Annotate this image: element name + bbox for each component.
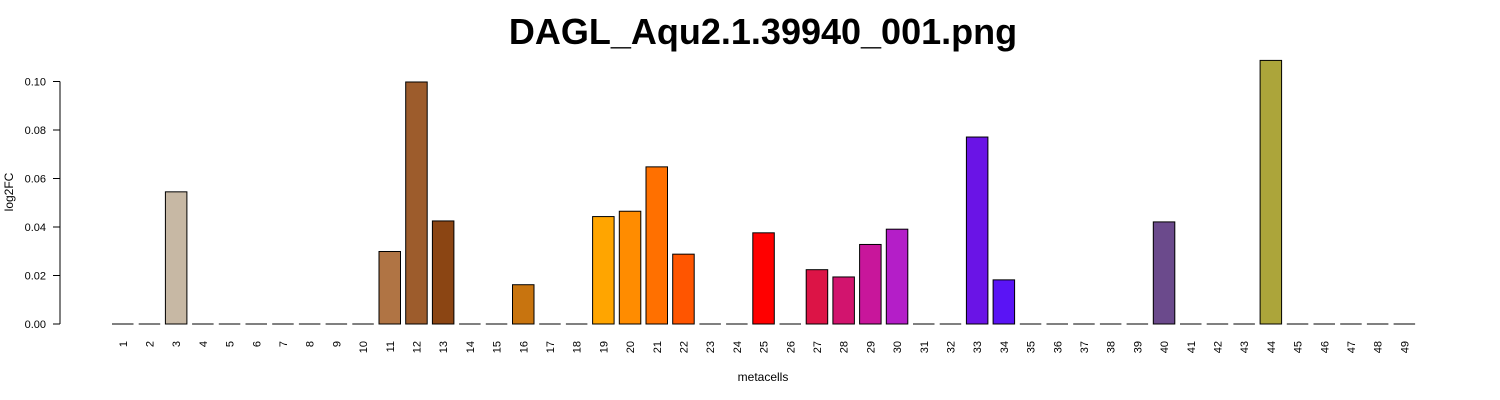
x-tick-label: 29 — [865, 341, 877, 353]
x-tick-label: 35 — [1026, 341, 1038, 353]
bar — [405, 81, 428, 325]
y-tick-label: 0.00 — [25, 319, 46, 331]
x-axis-label: metacells — [738, 370, 789, 384]
x-tick-label: 23 — [705, 341, 717, 353]
x-tick-label: 7 — [278, 341, 290, 347]
x-tick-label: 42 — [1212, 341, 1224, 353]
x-tick-label: 28 — [839, 341, 851, 353]
y-tick-label: 0.06 — [25, 174, 46, 186]
bar — [805, 269, 829, 325]
x-tick-label: 16 — [518, 341, 530, 353]
x-tick-label: 39 — [1132, 341, 1144, 353]
bar — [859, 243, 882, 325]
bar — [512, 284, 535, 325]
x-tick-label: 20 — [625, 341, 637, 353]
y-axis: 0.00 0.02 0.04 0.06 0.08 0.10 — [25, 77, 61, 331]
x-tick-label: 41 — [1186, 341, 1198, 353]
x-tick-label: 25 — [759, 341, 771, 353]
x-tick-label: 34 — [999, 341, 1011, 353]
x-tick-label: 21 — [652, 341, 664, 353]
bar — [672, 253, 695, 325]
x-tick-label: 13 — [438, 341, 450, 353]
x-tick-label: 32 — [945, 341, 957, 353]
x-tick-label: 17 — [545, 341, 557, 353]
x-tick-label: 49 — [1399, 341, 1411, 353]
x-tick-label: 33 — [972, 341, 984, 353]
x-tick-label: 22 — [678, 341, 690, 353]
x-tick-label: 30 — [892, 341, 904, 353]
x-tick-label: 2 — [144, 341, 156, 347]
bar — [992, 279, 1016, 325]
x-tick-label: 9 — [331, 341, 343, 347]
x-tick-label: 24 — [732, 341, 744, 353]
x-tick-label: 27 — [812, 341, 824, 353]
x-tick-label: 26 — [785, 341, 797, 353]
chart-title: DAGL_Aqu2.1.39940_001.png — [509, 11, 1017, 52]
x-tick-label: 11 — [385, 341, 397, 352]
x-tick-label: 10 — [358, 341, 370, 353]
x-tick-label: 48 — [1373, 341, 1385, 353]
x-tick-label: 4 — [198, 341, 210, 347]
x-tick-label: 44 — [1266, 341, 1278, 353]
x-tick-label: 3 — [171, 341, 183, 347]
bar — [164, 191, 188, 325]
x-tick-label: 43 — [1239, 341, 1251, 353]
x-tick-label: 5 — [225, 341, 237, 347]
bar — [1152, 221, 1176, 325]
bar — [645, 166, 668, 325]
bar — [431, 220, 455, 325]
x-tick-label: 18 — [572, 341, 584, 353]
x-tick-labels: 1 2 3 4 5 6 7 8 9 10 11 12 13 14 15 16 17 18 19 20 21 22 23 24 2… — [118, 341, 1412, 353]
bar — [1259, 59, 1283, 325]
x-tick-label: 15 — [492, 341, 504, 353]
x-tick-label: 47 — [1346, 341, 1358, 353]
y-tick-label: 0.08 — [25, 125, 46, 137]
x-tick-label: 1 — [118, 341, 130, 347]
x-tick-label: 46 — [1319, 341, 1331, 353]
bar — [832, 276, 855, 325]
x-tick-label: 6 — [251, 341, 263, 347]
x-tick-label: 37 — [1079, 341, 1091, 353]
y-tick-label: 0.04 — [25, 222, 46, 234]
bar — [965, 136, 989, 325]
x-tick-label: 8 — [305, 341, 317, 347]
x-tick-label: 31 — [919, 341, 931, 353]
x-tick-label: 36 — [1052, 341, 1064, 353]
bar — [592, 216, 615, 325]
bar — [378, 250, 401, 325]
x-tick-label: 12 — [411, 341, 423, 353]
y-axis-label: log2FC — [2, 172, 16, 211]
bars — [112, 59, 1416, 325]
x-tick-label: 40 — [1159, 341, 1171, 353]
y-tick-label: 0.02 — [25, 271, 46, 283]
x-tick-label: 14 — [465, 341, 477, 353]
bar — [752, 232, 775, 325]
x-tick-label: 45 — [1293, 341, 1305, 353]
x-tick-label: 38 — [1106, 341, 1118, 353]
y-tick-label: 0.10 — [25, 77, 46, 89]
bar — [618, 210, 642, 325]
bar — [885, 228, 909, 325]
x-tick-label: 19 — [598, 341, 610, 353]
